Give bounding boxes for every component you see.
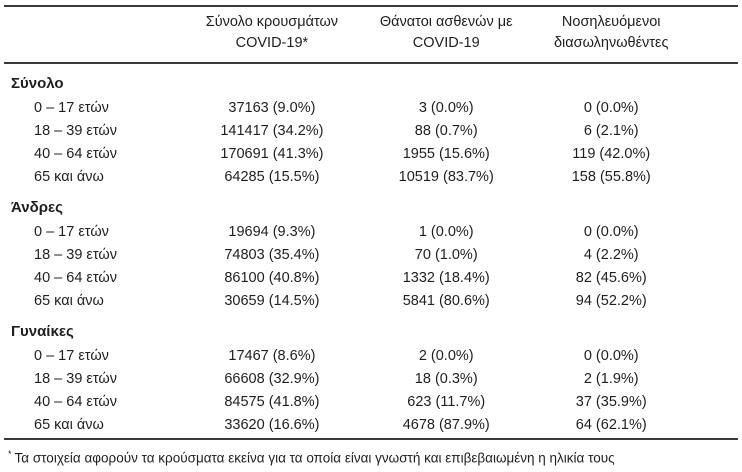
header-row: Σύνολο κρουσμάτων COVID-19* Θάνατοι ασθε…: [4, 6, 738, 63]
group-men: Άνδρες 0 – 17 ετών 19694 (9.3%) 1 (0.0%)…: [4, 188, 738, 312]
cases-cell: 66608 (32.9%): [224, 370, 320, 387]
intubated-cell: 2 (1.9%): [583, 370, 639, 387]
cases-cell: 86100 (40.8%): [224, 269, 320, 286]
intubated-cell: 6 (2.1%): [583, 122, 639, 139]
group-label: Γυναίκες: [11, 322, 74, 340]
age-label: 65 και άνω: [34, 292, 104, 309]
deaths-cell: 18 (0.3%): [414, 370, 478, 387]
group-header-row: Γυναίκες: [4, 312, 738, 344]
footnote-text: Τα στοιχεία αφορούν τα κρούσματα εκείνα …: [14, 450, 615, 466]
age-label: 65 και άνω: [34, 416, 104, 433]
column-header-cases-line2: COVID-19*: [235, 35, 309, 51]
group-header-row: Σύνολο: [4, 63, 738, 96]
age-label: 40 – 64 ετών: [34, 145, 117, 162]
group-label: Άνδρες: [11, 198, 63, 216]
deaths-cell: 70 (1.0%): [414, 246, 478, 263]
cases-cell: 64285 (15.5%): [224, 168, 320, 185]
age-label: 18 – 39 ετών: [34, 370, 117, 387]
age-label: 65 και άνω: [34, 168, 104, 185]
table-row: 0 – 17 ετών 19694 (9.3%) 1 (0.0%) 0 (0.0…: [4, 220, 738, 243]
deaths-cell: 4678 (87.9%): [402, 416, 490, 433]
cases-cell: 33620 (16.6%): [224, 416, 320, 433]
table-row: 0 – 17 ετών 17467 (8.6%) 2 (0.0%) 0 (0.0…: [4, 344, 738, 367]
intubated-cell: 64 (62.1%): [575, 416, 647, 433]
cases-cell: 37163 (9.0%): [228, 99, 316, 116]
column-header-cases-line1: Σύνολο κρουσμάτων: [205, 14, 339, 30]
intubated-cell: 0 (0.0%): [583, 99, 639, 116]
intubated-cell: 119 (42.0%): [572, 145, 651, 162]
deaths-cell: 1332 (18.4%): [402, 269, 490, 286]
group-total: Σύνολο 0 – 17 ετών 37163 (9.0%) 3 (0.0%)…: [4, 63, 738, 188]
column-header-deaths-line1: Θάνατοι ασθενών με: [379, 14, 513, 30]
cases-cell: 19694 (9.3%): [228, 223, 316, 240]
table-row: 40 – 64 ετών 170691 (41.3%) 1955 (15.6%)…: [4, 142, 738, 165]
column-header-intubated-line1: Νοσηλευόμενοι: [561, 14, 661, 30]
intubated-cell: 4 (2.2%): [583, 246, 639, 263]
table-row: 65 και άνω 33620 (16.6%) 4678 (87.9%) 64…: [4, 413, 738, 436]
cases-cell: 170691 (41.3%): [220, 145, 324, 162]
table-row: 40 – 64 ετών 86100 (40.8%) 1332 (18.4%) …: [4, 266, 738, 289]
deaths-cell: 3 (0.0%): [418, 99, 474, 116]
intubated-cell: 94 (52.2%): [575, 292, 647, 309]
age-label: 0 – 17 ετών: [34, 223, 109, 240]
intubated-cell: 37 (35.9%): [575, 393, 647, 410]
deaths-cell: 623 (11.7%): [407, 393, 486, 410]
cases-cell: 74803 (35.4%): [224, 246, 320, 263]
intubated-cell: 0 (0.0%): [583, 223, 639, 240]
cases-cell: 30659 (14.5%): [224, 292, 320, 309]
group-label: Σύνολο: [11, 74, 64, 92]
table-header: Σύνολο κρουσμάτων COVID-19* Θάνατοι ασθε…: [4, 6, 738, 63]
age-label: 0 – 17 ετών: [34, 347, 109, 364]
group-header-row: Άνδρες: [4, 188, 738, 220]
deaths-cell: 1 (0.0%): [418, 223, 474, 240]
data-table: Σύνολο κρουσμάτων COVID-19* Θάνατοι ασθε…: [4, 5, 738, 436]
table-row: 18 – 39 ετών 141417 (34.2%) 88 (0.7%) 6 …: [4, 119, 738, 142]
deaths-cell: 2 (0.0%): [418, 347, 474, 364]
table-row: 18 – 39 ετών 74803 (35.4%) 70 (1.0%) 4 (…: [4, 243, 738, 266]
table-row: 18 – 39 ετών 66608 (32.9%) 18 (0.3%) 2 (…: [4, 367, 738, 390]
footnote: * Τα στοιχεία αφορούν τα κρούσματα εκείνα…: [4, 438, 738, 468]
column-header-intubated-line2: διασωληνωθέντες: [553, 35, 669, 51]
column-header-deaths-line2: COVID-19: [412, 35, 480, 51]
table-row: 0 – 17 ετών 37163 (9.0%) 3 (0.0%) 0 (0.0…: [4, 96, 738, 119]
corner-cell: [4, 6, 184, 63]
deaths-cell: 10519 (83.7%): [398, 168, 494, 185]
table-row: 40 – 64 ετών 84575 (41.8%) 623 (11.7%) 3…: [4, 390, 738, 413]
cases-cell: 17467 (8.6%): [228, 347, 316, 364]
intubated-cell: 158 (55.8%): [571, 168, 651, 185]
footnote-marker: *: [8, 449, 12, 459]
cases-cell: 84575 (41.8%): [224, 393, 320, 410]
column-header-deaths: Θάνατοι ασθενών με COVID-19: [360, 6, 532, 63]
deaths-cell: 1955 (15.6%): [402, 145, 490, 162]
group-women: Γυναίκες 0 – 17 ετών 17467 (8.6%) 2 (0.0…: [4, 312, 738, 436]
deaths-cell: 5841 (80.6%): [402, 292, 490, 309]
cases-cell: 141417 (34.2%): [220, 122, 324, 139]
intubated-cell: 0 (0.0%): [583, 347, 639, 364]
age-label: 40 – 64 ετών: [34, 269, 117, 286]
age-label: 18 – 39 ετών: [34, 122, 117, 139]
column-header-intubated: Νοσηλευόμενοι διασωληνωθέντες: [532, 6, 738, 63]
column-header-cases: Σύνολο κρουσμάτων COVID-19*: [184, 6, 360, 63]
table-row: 65 και άνω 30659 (14.5%) 5841 (80.6%) 94…: [4, 289, 738, 312]
age-label: 18 – 39 ετών: [34, 246, 117, 263]
age-label: 40 – 64 ετών: [34, 393, 117, 410]
covid-statistics-table: Σύνολο κρουσμάτων COVID-19* Θάνατοι ασθε…: [4, 5, 738, 436]
intubated-cell: 82 (45.6%): [575, 269, 647, 286]
deaths-cell: 88 (0.7%): [414, 122, 478, 139]
table-row: 65 και άνω 64285 (15.5%) 10519 (83.7%) 1…: [4, 165, 738, 188]
age-label: 0 – 17 ετών: [34, 99, 109, 116]
